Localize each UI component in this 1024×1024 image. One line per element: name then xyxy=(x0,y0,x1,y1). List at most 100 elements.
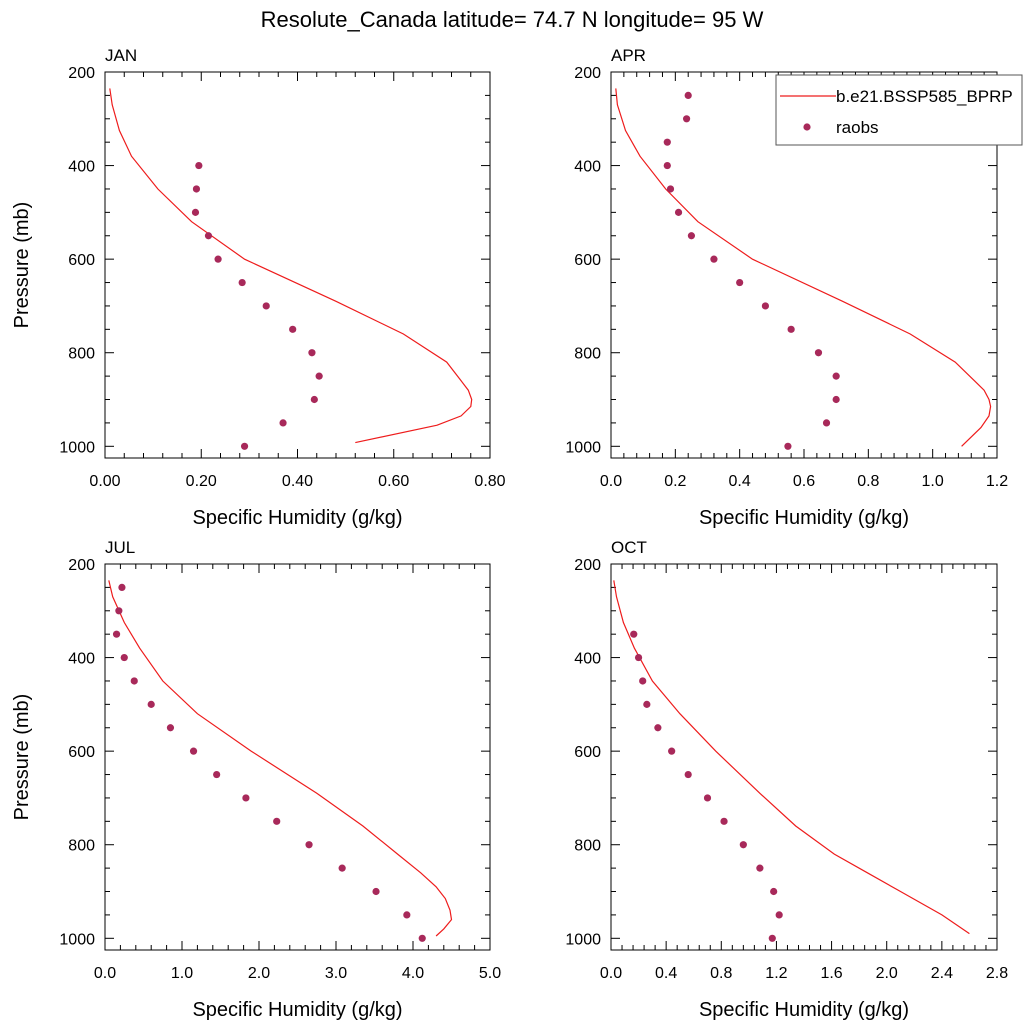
x-tick-label: 1.2 xyxy=(986,473,1008,490)
obs-point xyxy=(710,255,718,263)
panel-title: JAN xyxy=(105,46,137,65)
y-tick-label: 1000 xyxy=(565,439,601,456)
x-tick-label: 0.80 xyxy=(474,473,505,490)
obs-point xyxy=(192,185,201,193)
y-tick-label: 600 xyxy=(68,744,95,761)
obs-point xyxy=(736,278,744,287)
obs-point xyxy=(687,232,696,240)
model-series-line xyxy=(109,88,473,444)
obs-point xyxy=(756,864,764,872)
obs-point xyxy=(273,817,281,825)
y-tick-label: 800 xyxy=(574,346,601,363)
x-tick-label: 4.0 xyxy=(402,965,424,982)
y-tick-label: 600 xyxy=(68,252,95,269)
obs-point xyxy=(770,887,778,896)
x-tick-label: 0.40 xyxy=(282,473,313,490)
obs-point xyxy=(684,770,692,779)
x-tick-label: 2.4 xyxy=(931,965,953,982)
obs-point xyxy=(663,138,671,146)
model-series-line xyxy=(108,580,453,937)
x-tick-label: 1.2 xyxy=(765,965,787,982)
obs-point xyxy=(768,934,776,942)
obs-point xyxy=(195,161,203,170)
panel-jan: 0.00 0.20 0.40 0.60 0.80 200 400 600 800 1000 JAN S… xyxy=(11,46,506,529)
obs-point xyxy=(372,887,380,896)
obs-point xyxy=(703,794,712,802)
obs-point xyxy=(204,232,213,240)
x-tick-label: 1.0 xyxy=(171,965,193,982)
y-tick-label: 200 xyxy=(68,65,95,82)
obs-point xyxy=(654,724,662,732)
obs-point xyxy=(832,372,840,380)
y-tick-label: 1000 xyxy=(59,439,95,456)
obs-point xyxy=(338,864,346,872)
obs-point xyxy=(682,115,691,123)
obs-point xyxy=(279,419,287,427)
obs-point xyxy=(663,161,671,170)
x-tick-label: 2.0 xyxy=(876,965,898,982)
y-tick-label: 400 xyxy=(574,159,601,176)
obs-point xyxy=(668,747,676,755)
x-tick-label: 0.2 xyxy=(664,473,686,490)
panel-title: OCT xyxy=(611,538,647,557)
y-tick-label: 400 xyxy=(574,651,601,668)
obs-point xyxy=(787,325,795,333)
x-axis-label: Specific Humidity (g/kg) xyxy=(192,507,402,529)
x-tick-label: 1.0 xyxy=(922,473,944,490)
obs-point xyxy=(147,700,155,708)
obs-point xyxy=(191,208,200,216)
y-tick-label: 200 xyxy=(68,557,95,574)
y-tick-label: 800 xyxy=(574,838,601,855)
y-tick-label: 200 xyxy=(574,65,601,82)
obs-point xyxy=(418,934,426,942)
obs-point xyxy=(720,817,728,825)
y-tick-label: 600 xyxy=(574,744,601,761)
x-tick-label: 0.60 xyxy=(378,473,409,490)
x-tick-label: 0.00 xyxy=(89,473,120,490)
y-tick-label: 800 xyxy=(68,838,95,855)
x-tick-label: 0.4 xyxy=(655,965,677,982)
obs-point xyxy=(214,255,222,263)
y-tick-label: 400 xyxy=(68,651,95,668)
x-tick-label: 2.0 xyxy=(248,965,270,982)
y-tick-label: 1000 xyxy=(59,931,95,948)
obs-point xyxy=(289,325,297,333)
plot-frame xyxy=(610,563,998,951)
panel-jul: 0.0 1.0 2.0 3.0 4.0 5.0 200 400 600 800 1000 JUL Spe… xyxy=(11,538,501,1021)
y-axis-label: Pressure (mb) xyxy=(11,694,33,821)
obs-point xyxy=(814,349,823,357)
x-tick-label: 0.4 xyxy=(729,473,751,490)
y-tick-label: 200 xyxy=(574,557,601,574)
x-tick-label: 0.8 xyxy=(857,473,879,490)
x-tick-label: 0.6 xyxy=(793,473,815,490)
plot-frame xyxy=(104,563,491,951)
obs-point xyxy=(739,841,747,849)
legend-obs-marker xyxy=(803,123,811,131)
legend-model-label: b.e21.BSSP585_BPRP xyxy=(836,87,1013,106)
obs-point xyxy=(213,770,221,779)
obs-point xyxy=(315,372,323,380)
x-tick-label: 0.8 xyxy=(710,965,732,982)
legend-box xyxy=(775,74,1023,146)
obs-point xyxy=(832,395,840,404)
model-series-line xyxy=(615,88,992,447)
obs-point xyxy=(403,911,411,919)
x-axis-label: Specific Humidity (g/kg) xyxy=(699,507,909,529)
panel-oct: 0.0 0.4 0.8 1.2 1.6 2.0 2.4 2.8 200 400 600 800 1000… xyxy=(565,538,1008,1021)
panel-title: JUL xyxy=(105,538,135,557)
x-tick-label: 0.0 xyxy=(600,965,622,982)
y-tick-label: 600 xyxy=(574,252,601,269)
obs-point xyxy=(112,630,121,638)
x-tick-label: 5.0 xyxy=(479,965,501,982)
obs-point xyxy=(262,302,270,310)
panel-apr: 0.0 0.2 0.4 0.6 0.8 1.0 1.2 200 400 600 800 1000 APR… xyxy=(565,46,1008,529)
obs-point xyxy=(115,607,123,615)
obs-point xyxy=(822,419,831,427)
obs-point xyxy=(761,302,770,310)
y-axis-label: Pressure (mb) xyxy=(11,202,33,329)
obs-point xyxy=(643,700,651,708)
obs-point xyxy=(238,278,246,287)
obs-point xyxy=(189,747,198,755)
